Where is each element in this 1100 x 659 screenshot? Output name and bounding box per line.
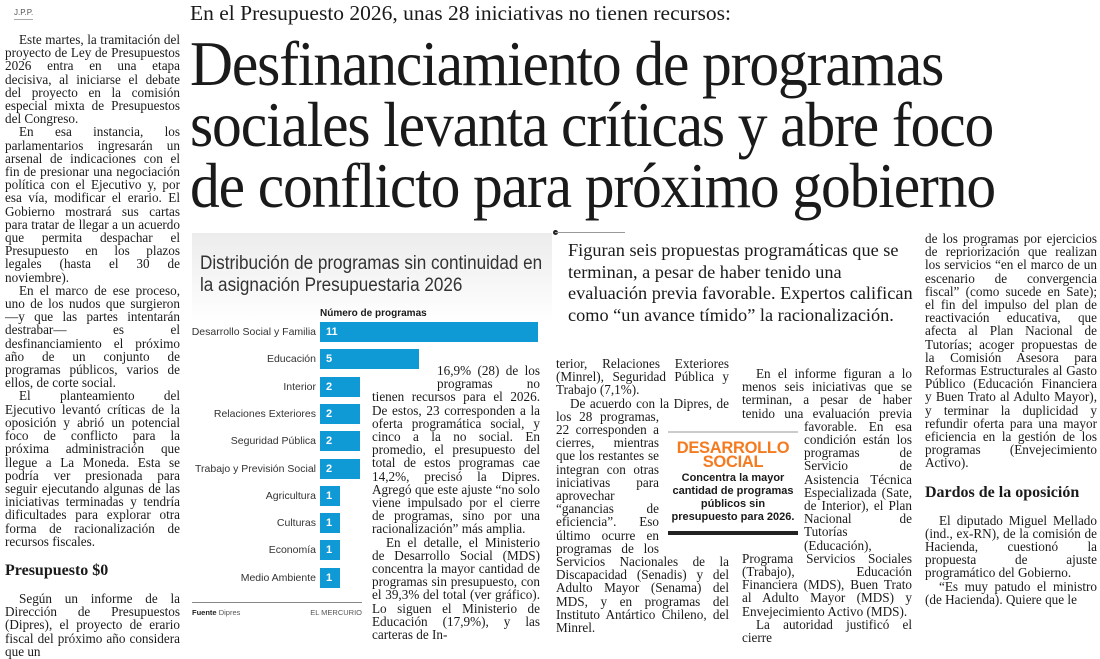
bar-label: Culturas — [276, 517, 316, 530]
bar-label: Seguridad Pública — [230, 435, 316, 448]
chart-source: Fuente Dipres — [192, 608, 240, 617]
bar-label: Agricultura — [265, 489, 316, 502]
paragraph: de los programas por ejercicios de repri… — [925, 231, 1097, 471]
paragraph: En el informe figuran a lo menos seis in… — [742, 366, 912, 619]
bar: 2 — [320, 431, 360, 452]
source-label: Fuente — [192, 608, 217, 617]
highlight-title: DESARROLLO SOCIAL — [676, 439, 790, 471]
paragraph: En el detalle, el Ministerio de Desarrol… — [372, 534, 540, 643]
column-2: 16,9% (28) de los programas no tienen re… — [372, 364, 540, 641]
wrap-spacer — [372, 364, 437, 390]
paragraph: 16,9% (28) de los programas no tienen re… — [372, 363, 540, 537]
bar-label: Educación — [266, 353, 316, 366]
bar: 5 — [320, 349, 420, 370]
bar-value: 1 — [326, 489, 333, 502]
bar-value: 1 — [326, 517, 333, 530]
bar: 2 — [320, 458, 360, 479]
bar-label: Interior — [283, 380, 316, 393]
bar-value: 11 — [326, 326, 338, 338]
chart-credit: EL MERCURIO — [310, 608, 362, 617]
pull-quote: Figuran seis propuestas programáticas qu… — [568, 240, 913, 325]
bar: 2 — [320, 403, 360, 424]
paragraph: En el marco de ese proceso, uno de los n… — [5, 282, 180, 391]
axis-title: Número de programas — [320, 308, 427, 319]
bar-label: Trabajo y Previsión Social — [195, 462, 316, 475]
subhead: Presupuesto $0 — [5, 561, 109, 579]
headline-line: sociales levanta críticas y abre foco — [190, 89, 994, 160]
bar-value: 1 — [326, 544, 333, 557]
bar: 1 — [320, 540, 340, 561]
headline: Desfinanciamiento de programas sociales … — [190, 28, 1056, 221]
bar: 2 — [320, 376, 360, 397]
bar: 1 — [320, 513, 340, 534]
bar: 11 — [320, 322, 538, 342]
paragraph: La autoridad justificó el cierre — [742, 616, 912, 646]
byline: J.P.P. — [14, 8, 34, 20]
paragraph: Según un informe de la Dirección de Pres… — [5, 590, 180, 659]
subhead: Dardos de la oposición — [925, 483, 1080, 501]
bar-value: 2 — [326, 407, 333, 420]
column-1: Este martes, la tramitación del proyecto… — [5, 33, 180, 658]
highlight-text: Concentra la mayor cantidad de programas… — [671, 472, 795, 523]
paragraph: El planteamiento del Ejecutivo levantó c… — [5, 388, 180, 549]
column-3: terior, Relaciones Exteriores (Minrel), … — [556, 357, 729, 634]
bar-label: Medio Ambiente — [240, 571, 316, 584]
source-value: Dipres — [218, 608, 241, 617]
headline-line: Desfinanciamiento de programas — [190, 28, 944, 99]
highlight-box: DESARROLLO SOCIAL Concentra la mayor can… — [668, 431, 798, 535]
bar-label: Desarrollo Social y Familia — [191, 326, 316, 338]
paragraph: En esa instancia, los parlamentarios ing… — [5, 124, 180, 285]
bar: 1 — [320, 567, 340, 588]
bar: 1 — [320, 485, 340, 506]
chart-footer: Fuente Dipres EL MERCURIO — [192, 602, 362, 617]
paragraph: “Es muy patudo el ministro (de Hacienda)… — [925, 578, 1097, 607]
bar-label: Economía — [268, 544, 316, 557]
highlight-rule — [668, 531, 798, 535]
kicker: En el Presupuesto 2026, unas 28 iniciati… — [190, 1, 731, 25]
headline-line: de conflicto para próximo gobierno — [190, 150, 996, 221]
chart-title: Distribución de programas sin continuida… — [200, 253, 543, 296]
bar-value: 2 — [326, 462, 333, 475]
bar-label: Relaciones Exteriores — [213, 407, 316, 420]
bar-value: 1 — [326, 571, 333, 584]
bar-value: 2 — [326, 380, 333, 393]
column-4: En el informe figuran a lo menos seis in… — [742, 367, 912, 644]
paragraph: El diputado Miguel Mellado (ind., ex-RN)… — [925, 512, 1097, 581]
bar-value: 2 — [326, 435, 333, 448]
paragraph: terior, Relaciones Exteriores (Minrel), … — [556, 356, 729, 398]
bar-chart: Distribución de programas sin continuida… — [192, 233, 552, 623]
paragraph: De acuerdo con la Dipres, de los 28 prog… — [556, 395, 729, 636]
pull-quote-rule — [555, 232, 625, 233]
bar-value: 5 — [326, 353, 333, 366]
paragraph: Este martes, la tramitación del proyecto… — [5, 32, 180, 127]
column-5: de los programas por ejercicios de repri… — [925, 232, 1097, 606]
